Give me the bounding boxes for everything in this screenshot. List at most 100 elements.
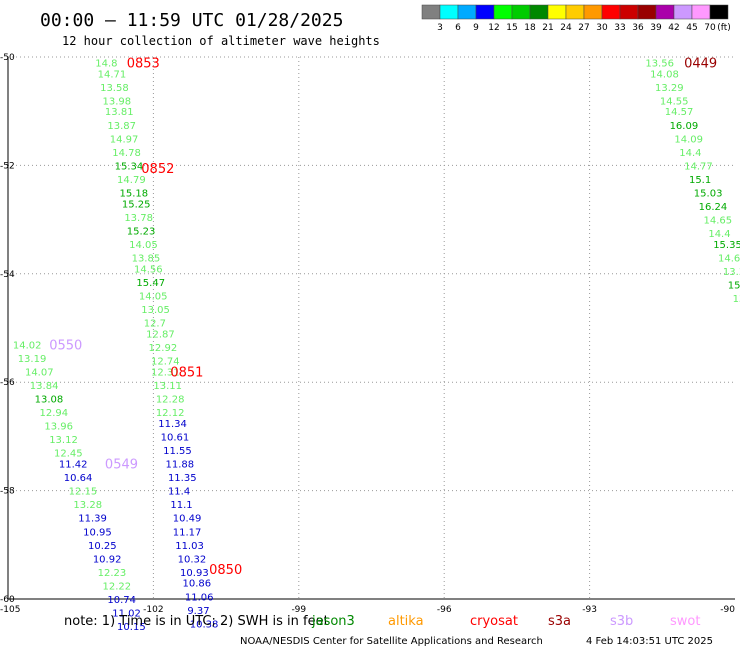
wave-height-label: 10.32	[178, 554, 207, 565]
wave-height-label: 13.78	[124, 213, 153, 224]
y-tick-label: -56	[0, 378, 15, 388]
wave-height-label: 10.25	[88, 541, 117, 552]
wave-height-label: 13.11	[153, 381, 182, 392]
wave-height-label: 13.98	[103, 96, 132, 107]
wave-height-label: 14.08	[650, 69, 679, 80]
colorbar-label: 39	[650, 23, 662, 33]
wave-height-label: 12.7	[144, 319, 166, 330]
colorbar-swatch	[493, 4, 513, 20]
wave-height-label: 14.05	[139, 291, 168, 302]
colorbar-legend: 3 6 9 12 15 18 21 24 27 30 33 36 39 42 45 70 (ft)	[421, 4, 731, 33]
wave-height-label: 11.39	[78, 514, 107, 525]
wave-height-label: 14.56	[134, 264, 163, 275]
wave-height-label: 14.97	[110, 134, 139, 145]
chart-title: 00:00 – 11:59 UTC 01/28/2025	[40, 10, 343, 31]
wave-height-label: 12.15	[69, 487, 98, 498]
colorbar-label: 6	[455, 23, 461, 33]
y-tick-label: -50	[0, 53, 15, 63]
wave-height-label: 14.78	[112, 148, 141, 159]
colorbar-label: 18	[524, 23, 536, 33]
y-tick-label: -54	[0, 270, 15, 280]
pass-time-label: 0549	[105, 458, 138, 473]
pass-time-label: 0449	[684, 56, 717, 71]
wave-height-label: 14.79	[117, 175, 146, 186]
wave-height-label: 15.1	[689, 175, 711, 186]
wave-height-label: 13.19	[18, 354, 47, 365]
wave-height-label: 10.49	[173, 514, 202, 525]
colorbar-swatch	[637, 4, 657, 20]
track-s3a: 13.5614.0813.2914.5514.5716.0914.0914.41…	[645, 56, 740, 305]
wave-height-label: 13.87	[107, 121, 136, 132]
wave-height-label: 14.8	[95, 58, 117, 69]
colorbar-swatch	[439, 4, 459, 20]
wave-height-label: 14.71	[98, 69, 127, 80]
wave-height-label: 15.18	[119, 189, 148, 200]
pass-time-label: 0852	[141, 162, 174, 177]
wave-height-label: 16.09	[670, 121, 699, 132]
colorbar-label: 27	[578, 23, 589, 33]
pass-time-label: 0550	[49, 338, 82, 353]
wave-height-label: 10.95	[83, 527, 112, 538]
wave-height-label: 13.05	[141, 305, 170, 316]
plot-frame	[7, 57, 735, 600]
wave-height-label: 13	[733, 294, 740, 305]
wave-height-label: 12.28	[156, 394, 185, 405]
colorbar-swatch	[421, 4, 441, 20]
wave-height-label: 13.58	[100, 83, 129, 94]
wave-height-label: 11.02	[112, 609, 141, 620]
colorbar-swatch	[457, 4, 477, 20]
wave-height-label: 11.06	[185, 592, 214, 603]
wave-height-label: 10.92	[93, 554, 122, 565]
wave-height-label: 10.74	[107, 595, 136, 606]
credit-line: NOAA/NESDIS Center for Satellite Applica…	[240, 636, 543, 647]
wave-height-label: 14.65	[703, 216, 732, 227]
wave-height-label: 12.87	[146, 329, 175, 340]
y-tick-label: -58	[0, 487, 15, 497]
colorbar-swatch	[709, 4, 729, 20]
wave-height-label: 14.02	[13, 340, 42, 351]
colorbar-swatch	[691, 4, 711, 20]
chart-subtitle: 12 hour collection of altimeter wave hei…	[62, 34, 380, 48]
wave-height-label: 14.4	[708, 229, 730, 240]
wave-height-label: 15.34	[115, 161, 144, 172]
satellite-name-s3b: s3b	[610, 614, 633, 629]
wave-height-label: 14.05	[129, 240, 158, 251]
wave-height-label: 14.57	[665, 107, 694, 118]
wave-height-label: 13.08	[35, 394, 64, 405]
pass-time-label: 0851	[170, 365, 203, 380]
colorbar-swatch	[601, 4, 621, 20]
wave-height-label: 11.4	[168, 487, 190, 498]
wave-height-label: 12.22	[103, 581, 132, 592]
wave-height-label: 13.56	[645, 58, 674, 69]
wave-height-label: 12.94	[40, 408, 69, 419]
wave-height-label: 15.03	[694, 189, 723, 200]
satellite-name-jason3: jason3	[311, 614, 355, 629]
colorbar-swatch	[529, 4, 549, 20]
wave-height-label: 13.29	[655, 83, 684, 94]
colorbar-swatch	[619, 4, 639, 20]
wave-height-label: 12.12	[156, 408, 185, 419]
wave-height-label: 15.1	[728, 281, 740, 292]
pass-time-label: 0850	[209, 563, 242, 578]
colorbar-swatch	[475, 4, 495, 20]
y-tick-label: -60	[0, 595, 15, 605]
wave-height-label: 10.64	[64, 473, 93, 484]
wave-height-label: 14.55	[660, 96, 689, 107]
wave-height-label: 13.12	[49, 435, 78, 446]
footnote: note: 1) Time is in UTC; 2) SWH is in fe…	[64, 614, 329, 629]
colorbar-label: 15	[506, 23, 517, 33]
colorbar-label: 3	[437, 23, 443, 33]
pass-time-label: 0853	[127, 56, 160, 71]
x-tick-label: -90	[720, 605, 735, 615]
track-s3b: 14.02 13.19 14.07 13.84 13.08 12.94 13.96 13.12…	[13, 338, 146, 633]
colorbar-label: 45	[686, 23, 697, 33]
colorbar-label: 36	[632, 23, 644, 33]
colorbar-swatch	[655, 4, 675, 20]
wave-height-label: 14.77	[684, 161, 713, 172]
wave-height-label: 11.03	[175, 541, 204, 552]
wave-height-label: 12.31	[151, 367, 180, 378]
wave-height-label: 14.4	[679, 148, 701, 159]
axis-ticks: -50 -52 -54 -56 -58 -60-105 -102 -99 -96 -93 -90	[0, 53, 735, 615]
